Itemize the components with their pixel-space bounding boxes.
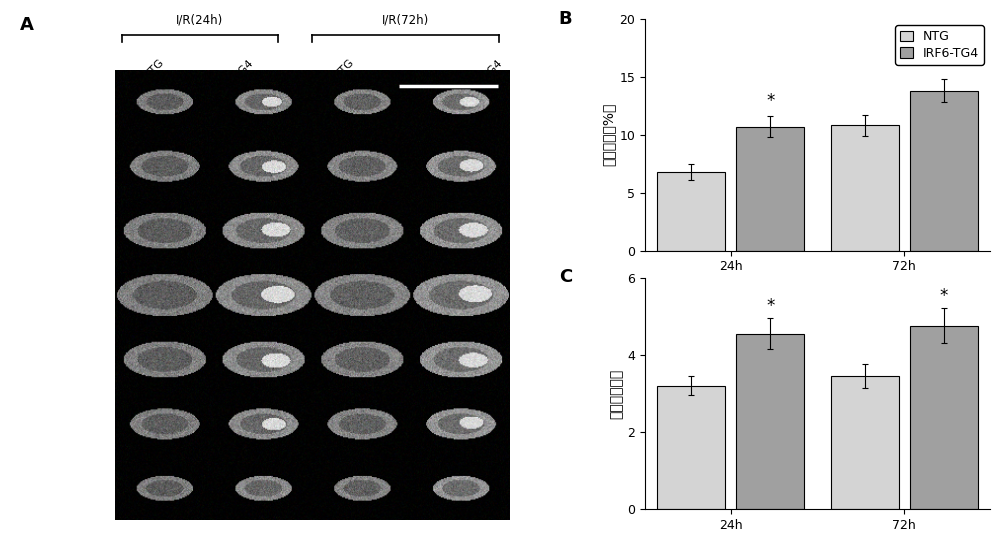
- Text: *: *: [766, 92, 774, 110]
- Y-axis label: 神经功能评分: 神经功能评分: [609, 368, 623, 419]
- Bar: [831, 376, 899, 509]
- Text: I/R(24h): I/R(24h): [176, 14, 223, 27]
- Text: IRF6-TG4: IRF6-TG4: [213, 57, 255, 99]
- Text: NTG: NTG: [143, 57, 166, 80]
- Text: C: C: [559, 268, 572, 286]
- Bar: [657, 386, 725, 509]
- Legend: NTG, IRF6-TG4: NTG, IRF6-TG4: [895, 25, 984, 65]
- Bar: [736, 127, 804, 251]
- Y-axis label: 梗死体积（%）: 梗死体积（%）: [601, 103, 615, 167]
- Text: *: *: [766, 297, 774, 315]
- Bar: [736, 334, 804, 509]
- Text: IRF6-TG4: IRF6-TG4: [462, 57, 505, 99]
- Bar: [910, 91, 978, 251]
- Bar: [831, 126, 899, 251]
- Text: *: *: [940, 56, 948, 73]
- Bar: [910, 326, 978, 509]
- Text: I/R(72h): I/R(72h): [382, 14, 429, 27]
- Bar: [657, 172, 725, 251]
- Text: B: B: [559, 10, 572, 27]
- Text: NTG: NTG: [332, 57, 356, 80]
- Text: A: A: [20, 16, 34, 34]
- Text: *: *: [940, 287, 948, 306]
